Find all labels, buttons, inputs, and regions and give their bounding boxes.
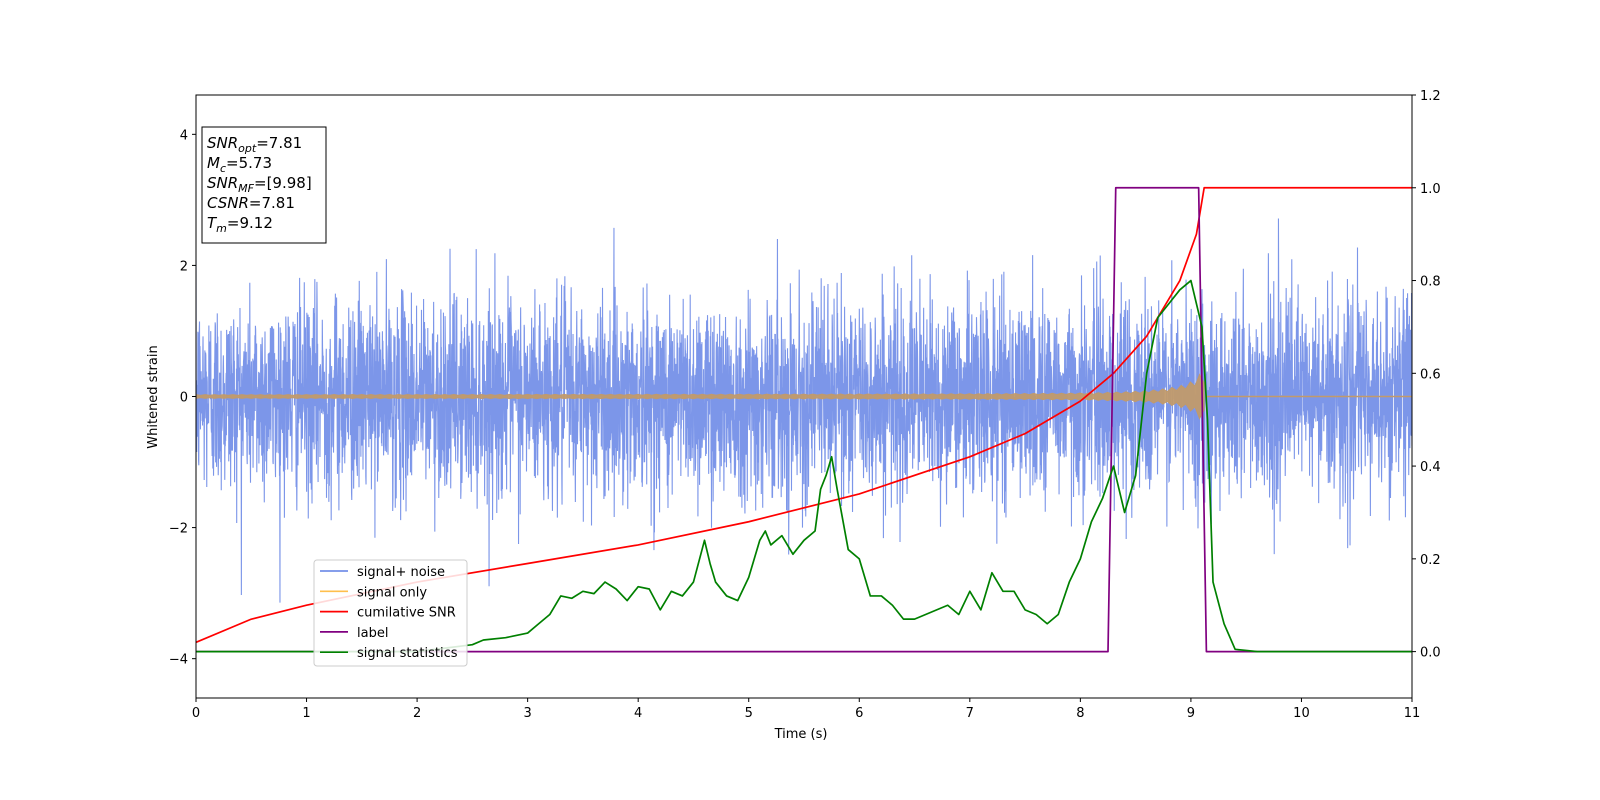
legend-label: signal only: [357, 585, 427, 600]
x-tick-label: 11: [1404, 706, 1421, 721]
legend-label: cumilative SNR: [357, 606, 456, 621]
x-axis: 0 1 2 3 4 5 6 7 8 9 10 11: [192, 698, 1420, 721]
x-tick-label: 10: [1293, 706, 1310, 721]
y-axis-left: −4 −2 0 2 4: [169, 128, 196, 668]
legend-label: signal+ noise: [357, 565, 445, 580]
legend-frame: [313, 559, 468, 667]
info-box-line: SNRopt=7.81: [207, 134, 302, 155]
series-signal-only: [196, 373, 1205, 420]
x-tick-label: 2: [413, 706, 421, 721]
x-tick-label: 1: [302, 706, 310, 721]
y-right-tick-label: 0.2: [1420, 553, 1441, 568]
x-tick-label: 9: [1187, 706, 1195, 721]
y-left-tick-label: 2: [180, 259, 188, 274]
y-left-tick-label: 4: [180, 128, 188, 143]
legend: signal+ noise signal only cumilative SNR la…: [313, 559, 468, 667]
info-box-line: SNRMF=[9.98]: [207, 174, 312, 195]
info-box-frame: [201, 126, 327, 244]
series-signal-noise: [196, 218, 1412, 603]
legend-label: signal statistics: [357, 646, 458, 661]
y-left-tick-label: −2: [169, 522, 188, 537]
y-right-tick-label: 0.0: [1420, 646, 1441, 661]
x-tick-label: 3: [523, 706, 531, 721]
x-tick-label: 6: [855, 706, 863, 721]
info-box-line: Tm=9.12: [207, 214, 273, 235]
y-axis-right: 0.0 0.2 0.4 0.6 0.8 1.0 1.2: [1412, 89, 1441, 661]
y-left-tick-label: −4: [169, 653, 188, 668]
x-tick-label: 4: [634, 706, 642, 721]
y-right-tick-label: 1.2: [1420, 89, 1441, 104]
series-signal-statistics: [196, 279, 1412, 653]
x-tick-label: 8: [1076, 706, 1084, 721]
y-axis-label: Whitened strain: [146, 345, 161, 448]
y-right-tick-label: 1.0: [1420, 182, 1441, 197]
x-axis-label: Time (s): [774, 727, 828, 742]
y-right-tick-label: 0.6: [1420, 367, 1441, 382]
x-tick-label: 0: [192, 706, 200, 721]
info-box-line: CSNR=7.81: [207, 194, 295, 212]
y-left-tick-label: 0: [180, 391, 188, 406]
series-label: [196, 186, 1412, 653]
x-tick-label: 5: [745, 706, 753, 721]
x-tick-label: 7: [966, 706, 974, 721]
info-box-line: Mc=5.73: [207, 154, 272, 175]
y-right-tick-label: 0.8: [1420, 275, 1441, 290]
y-right-tick-label: 0.4: [1420, 460, 1441, 475]
legend-label: label: [357, 626, 388, 641]
